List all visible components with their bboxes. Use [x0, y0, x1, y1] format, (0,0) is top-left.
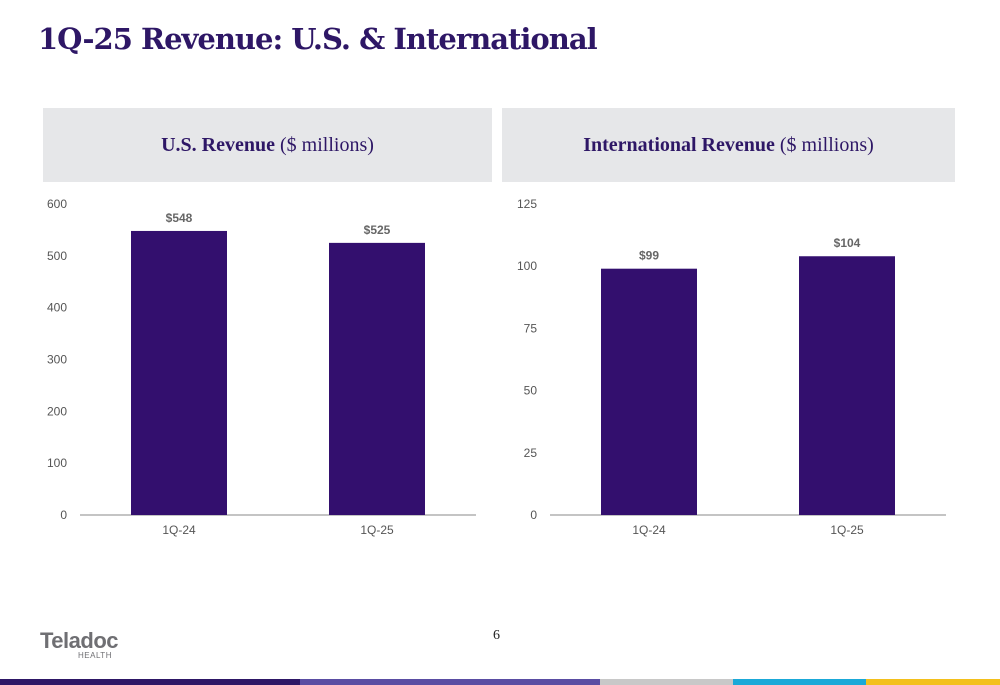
us-data-label: $548 — [166, 211, 193, 225]
international-x-tick-label: 1Q-24 — [632, 523, 666, 537]
international-y-tick-label: 0 — [530, 508, 537, 522]
international-revenue-header: International Revenue ($ millions) — [502, 108, 955, 182]
international-y-tick-label: 125 — [517, 197, 537, 211]
us-x-tick-label: 1Q-25 — [360, 523, 394, 537]
us-revenue-header-bold: U.S. Revenue — [161, 133, 275, 156]
international-revenue-header-unit: ($ millions) — [779, 133, 874, 156]
us-y-tick-label: 500 — [47, 249, 67, 263]
international-bar — [601, 268, 697, 515]
international-y-tick-label: 25 — [524, 446, 538, 460]
us-y-tick-label: 200 — [47, 404, 67, 418]
international-data-label: $104 — [834, 236, 861, 250]
footer-color-stripe — [0, 679, 1000, 685]
international-y-tick-label: 50 — [524, 384, 538, 398]
us-y-tick-label: 100 — [47, 456, 67, 470]
international-y-tick-label: 100 — [517, 259, 537, 273]
international-bar — [799, 256, 895, 515]
us-revenue-header: U.S. Revenue ($ millions) — [43, 108, 492, 182]
international-revenue-header-bold: International Revenue — [583, 133, 775, 156]
us-revenue-header-unit: ($ millions) — [280, 133, 374, 156]
logo-wordmark: Teladoc — [40, 628, 119, 653]
us-y-tick-label: 600 — [47, 197, 67, 211]
international-y-tick-label: 75 — [524, 321, 538, 335]
us-bar — [131, 230, 227, 515]
logo-subtext: HEALTH — [78, 651, 112, 660]
international-revenue-chart: 0 25 50 75 100 125 $99 1Q-24 $104 1Q-25 — [517, 197, 946, 537]
footer-stripe-segment — [733, 679, 866, 685]
us-data-label: $525 — [364, 223, 391, 237]
footer-stripe-segment — [0, 679, 300, 685]
page-number: 6 — [493, 628, 500, 643]
page-title: 1Q-25 Revenue: U.S. & International — [38, 22, 598, 56]
us-y-tick-label: 300 — [47, 353, 67, 367]
footer-stripe-segment — [600, 679, 733, 685]
us-revenue-chart: 0 100 200 300 400 500 600 $548 1Q-24 $525 1Q-25 — [47, 197, 476, 537]
footer-stripe-segment — [300, 679, 600, 685]
us-y-tick-label: 400 — [47, 301, 67, 315]
international-data-label: $99 — [639, 249, 659, 263]
international-x-tick-label: 1Q-25 — [830, 523, 864, 537]
footer-stripe-segment — [866, 679, 1000, 685]
us-y-tick-label: 0 — [60, 508, 67, 522]
us-bar — [329, 242, 425, 515]
teladoc-logo: Teladoc HEALTH — [40, 628, 119, 660]
us-x-tick-label: 1Q-24 — [162, 523, 196, 537]
